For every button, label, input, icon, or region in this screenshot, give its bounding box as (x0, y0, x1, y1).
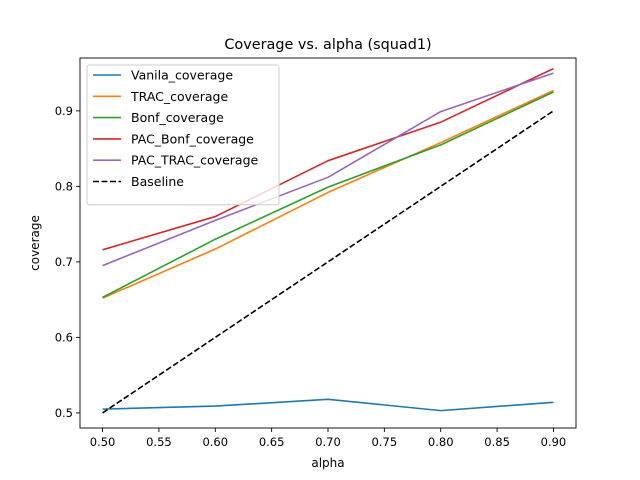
series-line-3 (102, 67, 554, 251)
series-line-2 (102, 91, 554, 299)
legend-label-1: TRAC_coverage (130, 89, 228, 104)
legend-label-2: Bonf_coverage (131, 110, 224, 125)
legend-label-4: PAC_TRAC_coverage (131, 153, 259, 168)
legend-box (86, 64, 280, 206)
x-tick-label: 0.70 (315, 435, 341, 449)
legend-label-5: Baseline (131, 174, 184, 189)
legend-label-0: Vanila_coverage (131, 68, 233, 83)
x-tick-label: 0.65 (259, 435, 285, 449)
x-axis-label: alpha (311, 456, 344, 470)
x-tick-label: 0.50 (90, 435, 116, 449)
y-tick-label: 0.6 (55, 330, 73, 344)
chart-title: Coverage vs. alpha (squad1) (224, 37, 431, 53)
y-tick-label: 0.5 (55, 406, 73, 420)
plot-area: 0.50 0.55 0.60 0.65 0.70 0.75 0.80 0.85 0.90 0.5 0… (55, 57, 577, 449)
legend-label-3: PAC_Bonf_coverage (131, 131, 254, 146)
series-line-4 (102, 72, 554, 267)
series-line-5 (102, 110, 554, 414)
x-tick-label: 0.80 (428, 435, 454, 449)
x-tick-label: 0.60 (202, 435, 228, 449)
x-tick-label: 0.75 (372, 435, 398, 449)
y-tick-label: 0.7 (55, 255, 73, 269)
x-tick-label: 0.90 (541, 435, 567, 449)
legend: Vanila_coverage TRAC_coverage Bonf_coverag… (86, 64, 280, 206)
series-line-1 (102, 89, 554, 299)
y-tick-label: 0.9 (55, 104, 73, 118)
x-tick-label: 0.55 (146, 435, 172, 449)
x-tick-label: 0.85 (484, 435, 510, 449)
y-axis-label: coverage (28, 215, 42, 271)
series-line-0 (102, 398, 554, 412)
y-tick-label: 0.8 (55, 179, 73, 193)
